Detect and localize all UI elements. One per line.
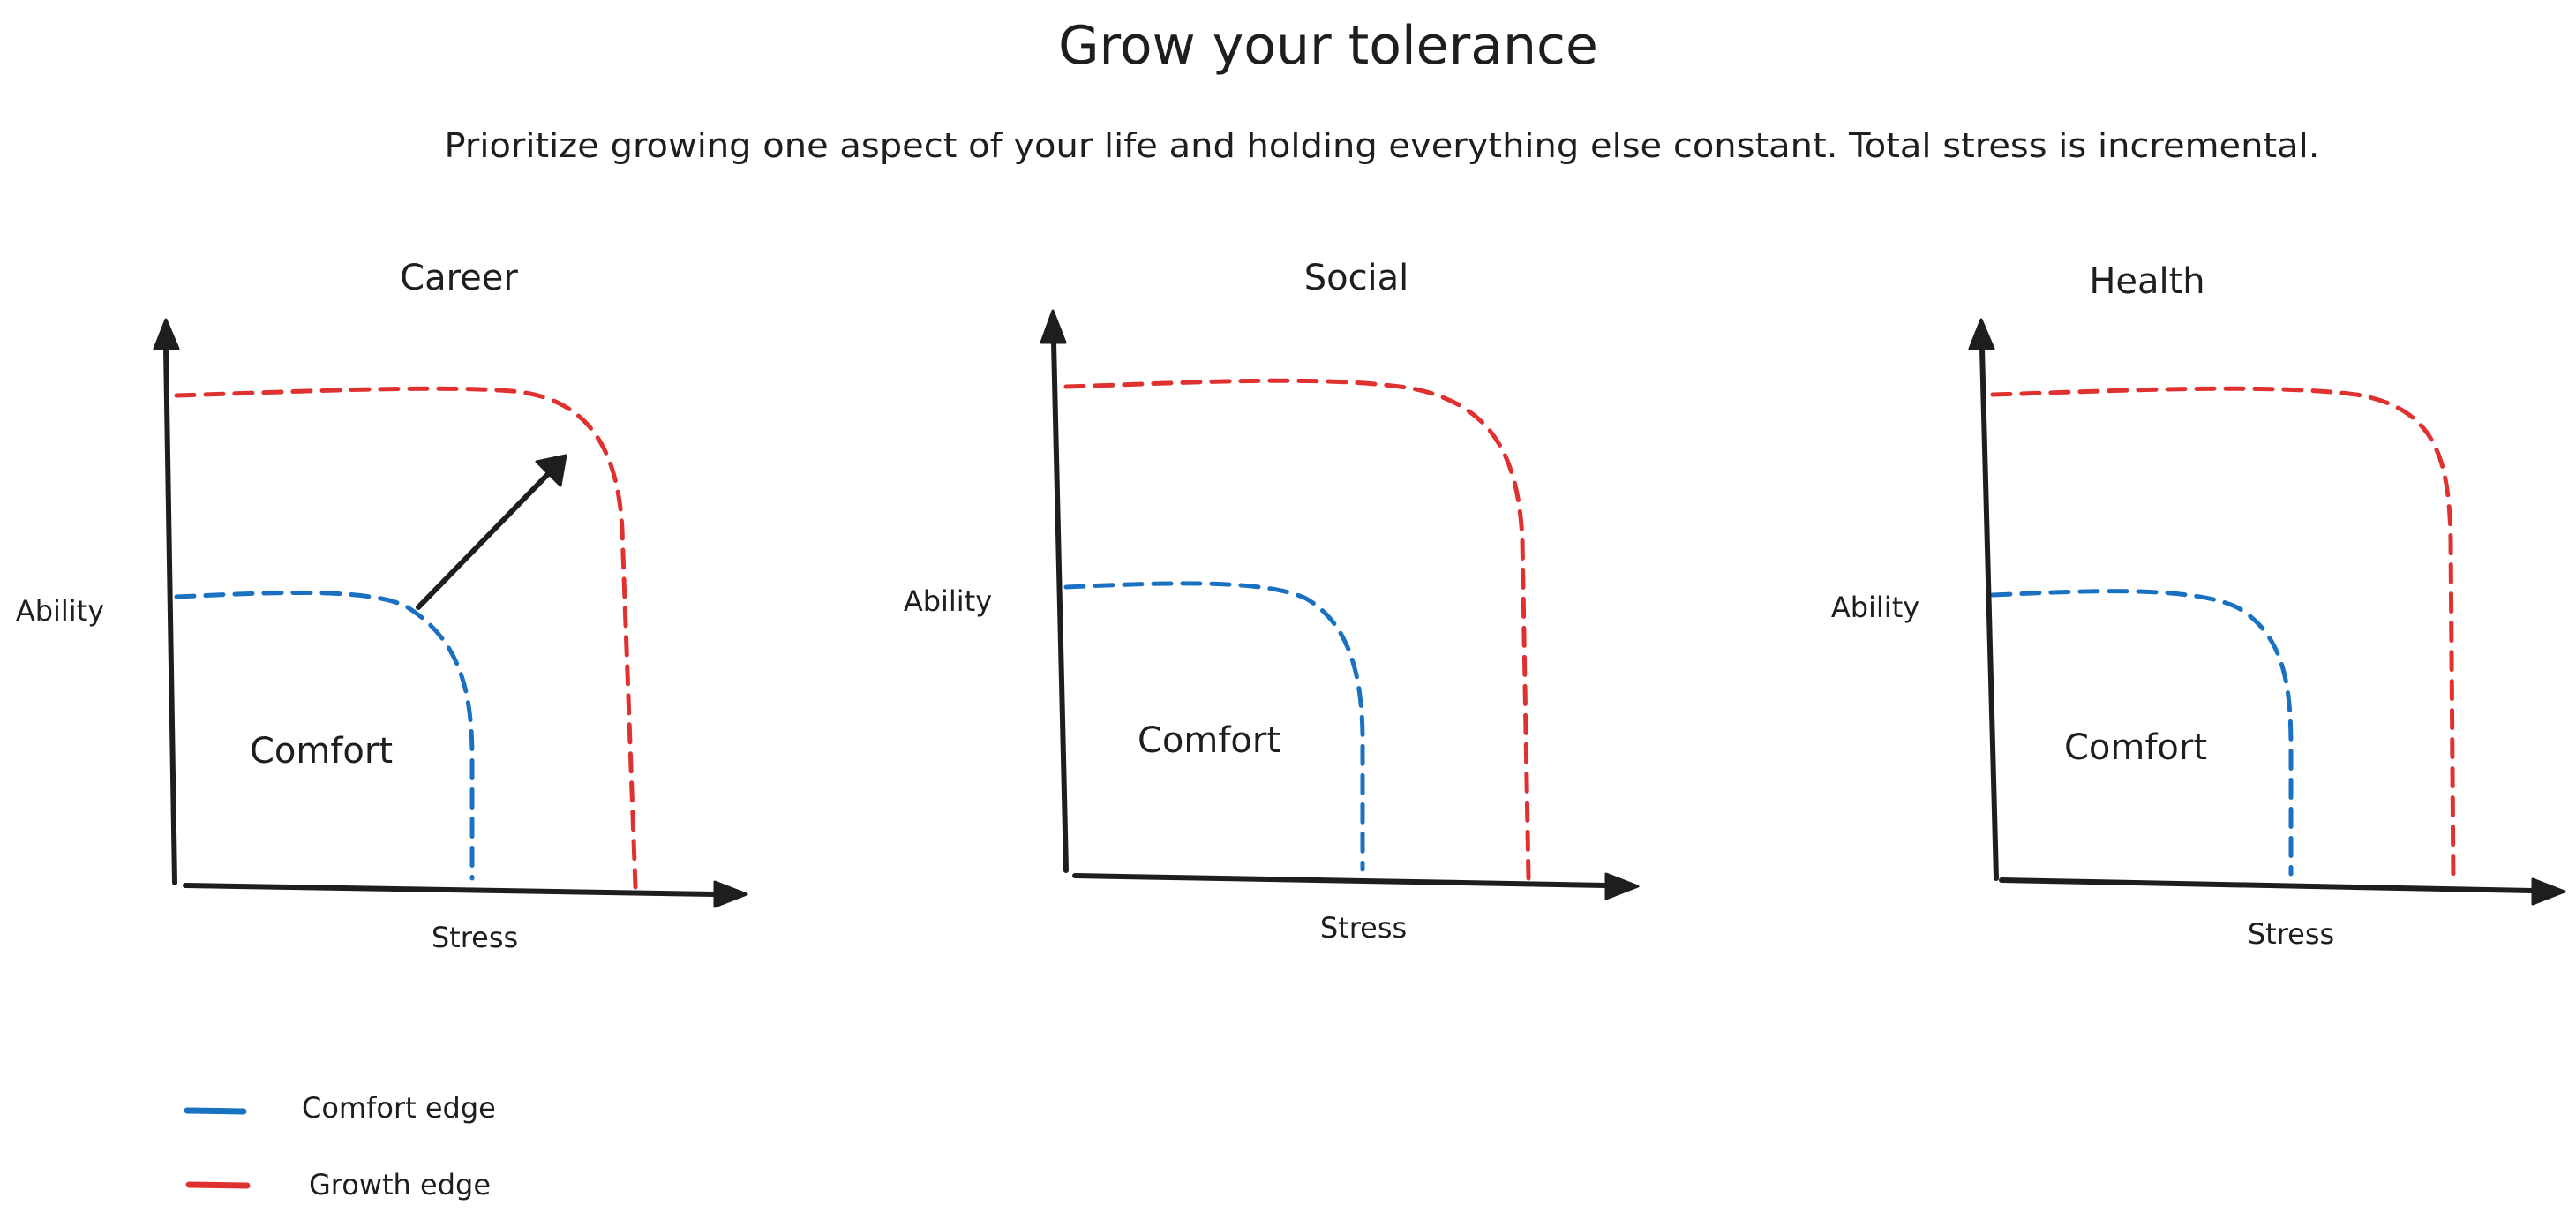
- legend-swatch-growth-edge: [185, 1181, 251, 1189]
- panel-title-social: Social: [1304, 258, 1409, 298]
- x-axis-career: [183, 880, 748, 908]
- comfort-region-label-career: Comfort: [250, 731, 393, 772]
- legend-label-growth-edge: Growth edge: [309, 1168, 491, 1201]
- comfort-region-label-social: Comfort: [1138, 720, 1280, 761]
- y-axis-label-social: Ability: [904, 584, 992, 618]
- x-axis-social: [1072, 872, 1640, 900]
- x-axis-label-career: Stress: [432, 921, 518, 954]
- comfort-edge-health: [1990, 589, 2294, 877]
- legend: Comfort edge Growth edge: [184, 1091, 496, 1201]
- panel-social: Social Ability Stress Comfort: [904, 258, 1640, 945]
- comfort-edge-social: [1063, 581, 1365, 872]
- legend-item-comfort-edge: Comfort edge: [184, 1091, 496, 1125]
- legend-item-growth-edge: Growth edge: [185, 1168, 491, 1201]
- diagram-title: Grow your tolerance: [1058, 15, 1598, 77]
- diagram-subtitle: Prioritize growing one aspect of your li…: [445, 126, 2320, 165]
- growth-arrow-career: [416, 454, 567, 610]
- x-axis-label-social: Stress: [1320, 911, 1407, 945]
- legend-label-comfort-edge: Comfort edge: [302, 1091, 496, 1125]
- y-axis-label-health: Ability: [1831, 591, 1919, 624]
- comfort-region-label-health: Comfort: [2064, 727, 2207, 768]
- x-axis-label-health: Stress: [2248, 917, 2334, 951]
- y-axis-health: [1968, 318, 1999, 881]
- x-axis-health: [1999, 877, 2566, 906]
- comfort-edge-career: [174, 590, 475, 881]
- panel-health: Health Ability Stress Comfort: [1831, 261, 2566, 951]
- panel-career: Career Ability Stress Comfort: [16, 258, 748, 954]
- panel-title-health: Health: [2089, 261, 2204, 302]
- growth-edge-social: [1063, 378, 1531, 881]
- y-axis-career: [153, 318, 180, 885]
- panel-title-career: Career: [400, 258, 518, 298]
- y-axis-label-career: Ability: [16, 594, 104, 628]
- y-axis-social: [1040, 309, 1069, 873]
- growth-edge-health: [1990, 386, 2456, 885]
- growth-edge-career: [174, 386, 638, 890]
